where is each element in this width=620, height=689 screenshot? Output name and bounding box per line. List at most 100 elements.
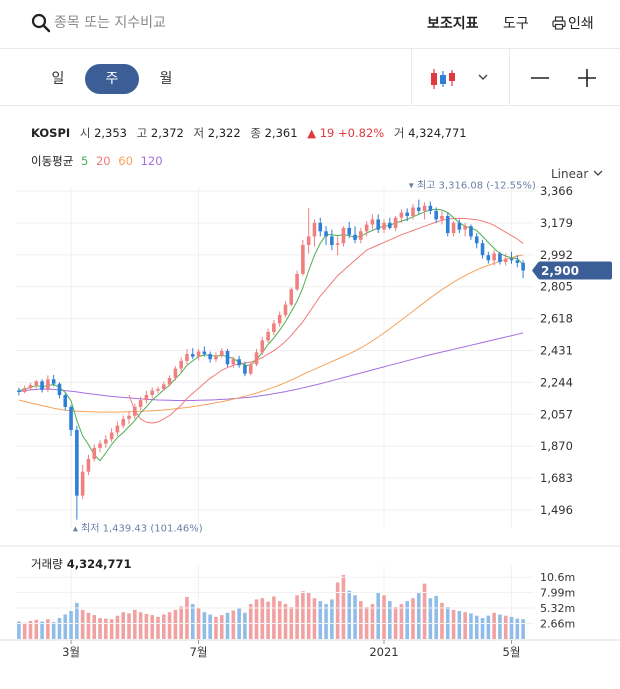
- volume-bar: [109, 619, 114, 639]
- volume-bar: [80, 609, 85, 639]
- candle-body: [272, 323, 276, 332]
- candle-body: [411, 207, 415, 216]
- y-tick-label: 2,431: [540, 344, 573, 358]
- volume-title-value: 4,324,771: [66, 557, 132, 571]
- candle-body: [237, 359, 241, 366]
- volume-bar: [370, 604, 375, 639]
- ma5-line: [18, 208, 524, 462]
- candle-body: [28, 385, 33, 389]
- volume-bar: [474, 615, 479, 639]
- volume-bar: [480, 618, 485, 639]
- candle-body: [486, 255, 491, 261]
- close-value: 2,361: [264, 126, 298, 140]
- y-tick-label: 1,870: [540, 439, 573, 453]
- candle-body: [63, 395, 68, 407]
- candle-body: [46, 379, 50, 390]
- up-arrow-icon: ▲: [307, 126, 317, 140]
- candle-body: [231, 359, 236, 365]
- candle-body: [138, 400, 143, 407]
- volume-bar: [266, 601, 270, 639]
- volume-bar: [498, 614, 502, 639]
- y-tick-label: 3,366: [540, 184, 573, 198]
- candle-body: [185, 354, 189, 361]
- volume-bar: [451, 609, 456, 639]
- search-icon[interactable]: [31, 13, 51, 33]
- volume-bar: [115, 615, 120, 639]
- candle-body: [92, 447, 97, 459]
- candle-body: [503, 258, 508, 263]
- volume-bar: [34, 619, 39, 639]
- zoom-in-icon[interactable]: [574, 65, 600, 91]
- volume-bar: [121, 612, 126, 639]
- candle-body: [80, 471, 85, 496]
- volume-bar: [248, 604, 253, 639]
- candle-body: [150, 390, 154, 396]
- ma-60-label: 60: [118, 154, 133, 168]
- candle-body: [121, 418, 126, 426]
- tab-month[interactable]: 월: [159, 71, 173, 87]
- candle-body: [457, 222, 462, 230]
- ma20-line: [128, 217, 524, 424]
- volume-bar: [51, 622, 56, 639]
- y-tick-label: 1,496: [540, 503, 573, 517]
- volume-bar: [330, 599, 334, 639]
- candle-body: [17, 390, 21, 392]
- draw-tools-button[interactable]: 도구: [503, 16, 529, 32]
- volume-bar: [428, 598, 433, 639]
- y-tick-label: 3,179: [540, 216, 573, 230]
- candle-body: [428, 205, 433, 211]
- tab-week[interactable]: 주: [85, 64, 139, 94]
- ma60-line: [18, 254, 524, 413]
- min-annotation: ▴ 최저 1,439.43 (101.46%): [73, 523, 203, 535]
- candle-body: [353, 234, 357, 240]
- divider: [509, 49, 510, 105]
- tab-day[interactable]: 일: [51, 71, 65, 87]
- moving-average-legend[interactable]: 이동평균 5 20 60 120: [31, 153, 163, 169]
- open-value: 2,353: [94, 126, 128, 140]
- volume-bar: [127, 613, 131, 639]
- scale-selector[interactable]: Linear: [551, 167, 603, 181]
- volume-bar: [509, 616, 514, 639]
- volume-bar: [57, 618, 62, 639]
- search-input[interactable]: [54, 12, 354, 34]
- y-tick-label: 2,244: [540, 375, 573, 389]
- print-label: 인쇄: [568, 16, 594, 32]
- open-label: 시: [79, 126, 91, 140]
- candle-body: [318, 222, 323, 232]
- print-button[interactable]: 인쇄: [552, 13, 594, 33]
- candle-body: [289, 289, 294, 305]
- zoom-out-icon[interactable]: [527, 65, 553, 91]
- candle-body: [22, 388, 27, 392]
- candle-body: [306, 236, 311, 245]
- chevron-down-icon[interactable]: [477, 71, 489, 83]
- volume-bar: [202, 612, 207, 639]
- candle-body: [283, 304, 288, 315]
- candle-body: [440, 215, 444, 220]
- candle-body: [277, 314, 282, 324]
- x-tick-label: 7월: [190, 645, 208, 659]
- low-label: 저: [193, 126, 205, 140]
- volume-bar: [167, 612, 172, 639]
- x-tick-label: 2021: [369, 645, 398, 659]
- candle-body: [434, 210, 438, 220]
- candle-body: [312, 222, 317, 237]
- candlestick-chart-type-icon[interactable]: [428, 67, 458, 91]
- volume-tick-label: 2.66m: [540, 618, 575, 631]
- volume-bar: [225, 612, 230, 639]
- candle-body: [335, 243, 340, 245]
- volume-tick-label: 10.6m: [540, 571, 575, 584]
- indicators-button[interactable]: 보조지표: [427, 16, 479, 32]
- y-tick-label: 2,992: [540, 248, 573, 262]
- volume-bar: [486, 615, 491, 639]
- volume-bar: [503, 615, 508, 639]
- current-price-label: 2,900: [541, 264, 579, 278]
- ma-5-label: 5: [80, 154, 89, 168]
- volume-bar: [104, 618, 108, 639]
- candle-body: [388, 222, 392, 228]
- top-bar: 보조지표 도구 인쇄: [0, 0, 620, 49]
- volume-bar: [17, 621, 21, 639]
- volume-bar: [405, 601, 409, 639]
- volume-bar: [521, 619, 525, 639]
- volume-title-label: 거래량: [31, 557, 63, 571]
